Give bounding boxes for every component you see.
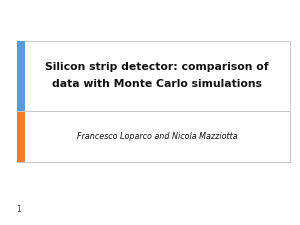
Text: data with Monte Carlo simulations: data with Monte Carlo simulations [52, 79, 262, 89]
Text: Francesco Loparco and Nicola Mazziotta: Francesco Loparco and Nicola Mazziotta [77, 132, 238, 141]
Text: Silicon strip detector: comparison of: Silicon strip detector: comparison of [45, 63, 269, 72]
Text: 1: 1 [16, 205, 21, 214]
Bar [16, 40, 290, 162]
Bar [16, 111, 25, 162]
Bar [16, 40, 25, 111]
